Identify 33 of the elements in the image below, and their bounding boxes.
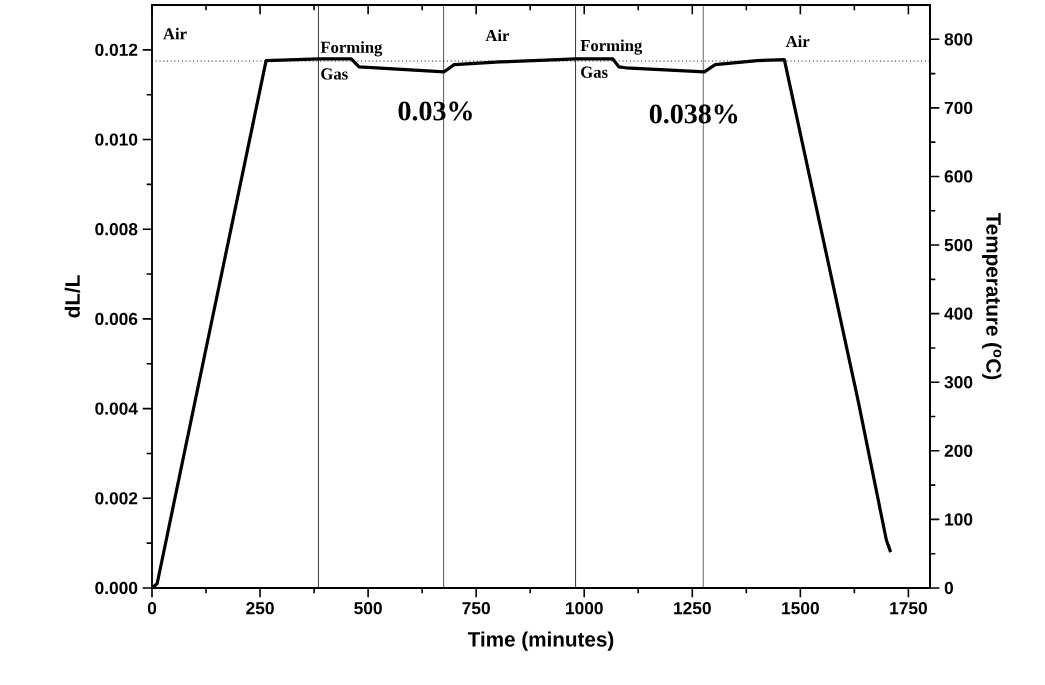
- x-tick-label: 1750: [890, 602, 927, 615]
- y-tick-label: 0.010: [95, 133, 138, 146]
- y-tick-label: 0.000: [95, 581, 138, 595]
- y-tick-label: 0.008: [95, 223, 138, 236]
- y2-tick-label: 700: [944, 101, 973, 115]
- annotation: Air: [785, 35, 810, 47]
- annotation: Air: [485, 29, 510, 42]
- annotation: Forming Gas: [580, 39, 643, 78]
- y2-tick-label: 100: [945, 513, 973, 526]
- y-tick-label: 0.012: [95, 43, 138, 56]
- y2-tick-label: 300: [944, 376, 973, 389]
- y-axis-title: dL/L: [64, 275, 81, 318]
- x-tick-label: 750: [462, 602, 490, 615]
- x-axis-title: Time (minutes): [467, 631, 614, 651]
- annotation: 0.038%: [649, 104, 738, 124]
- x-tick-label: 500: [354, 602, 382, 615]
- x-tick-label: 1000: [566, 602, 603, 615]
- y2-tick-label: 600: [944, 170, 973, 183]
- y-tick-label: 0.002: [95, 492, 138, 505]
- y2-tick-label: 400: [944, 307, 973, 320]
- y2-tick-label: 200: [944, 444, 973, 457]
- x-tick-label: 0: [147, 602, 157, 615]
- y2-tick-label: 0: [944, 581, 953, 595]
- y-tick-label: 0.004: [95, 402, 138, 415]
- y2-tick-label: 800: [944, 33, 973, 46]
- x-tick-label: 250: [246, 602, 274, 615]
- y2-tick-label: 500: [944, 238, 973, 252]
- annotation: Forming Gas: [320, 41, 383, 80]
- x-tick-label: 1500: [782, 602, 819, 615]
- y2-axis-title: Temperature ($^{o}$C): [982, 212, 1002, 380]
- y-tick-label: 0.006: [95, 312, 138, 326]
- x-tick-label: 1250: [674, 602, 711, 615]
- annotation: Air: [163, 27, 187, 40]
